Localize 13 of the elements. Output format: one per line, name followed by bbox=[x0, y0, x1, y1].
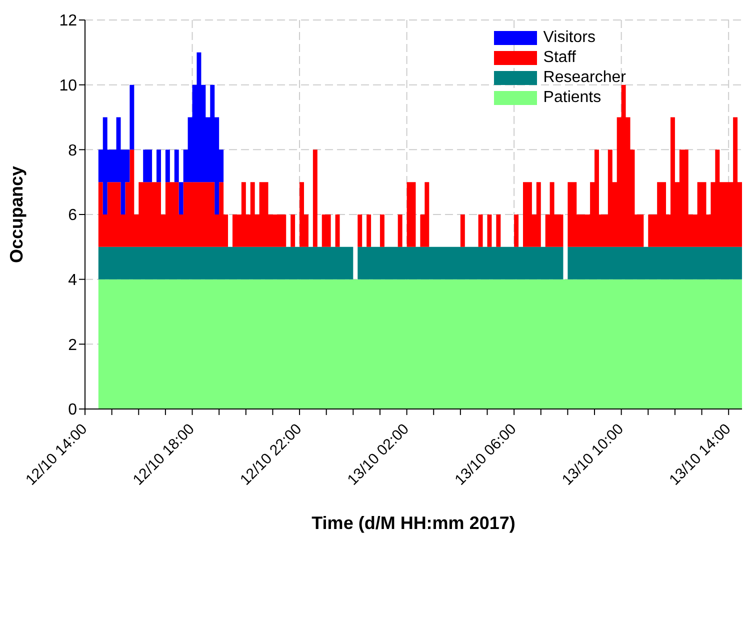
legend-label: Staff bbox=[543, 49, 576, 67]
y-tick-label: 8 bbox=[68, 142, 78, 160]
y-tick-label: 4 bbox=[68, 272, 78, 290]
legend-label: Visitors bbox=[543, 29, 596, 47]
y-tick-label: 0 bbox=[68, 402, 78, 419]
legend-label: Researcher bbox=[543, 69, 626, 87]
legend-label: Patients bbox=[543, 89, 602, 107]
x-axis-title: Time (d/M HH:mm 2017) bbox=[312, 513, 516, 533]
y-tick-label: 6 bbox=[68, 207, 78, 224]
y-tick-label: 12 bbox=[59, 12, 78, 30]
y-tick-label: 10 bbox=[59, 78, 78, 95]
y-axis-title: Occupancy bbox=[6, 166, 26, 264]
y-tick-label: 2 bbox=[68, 336, 78, 354]
